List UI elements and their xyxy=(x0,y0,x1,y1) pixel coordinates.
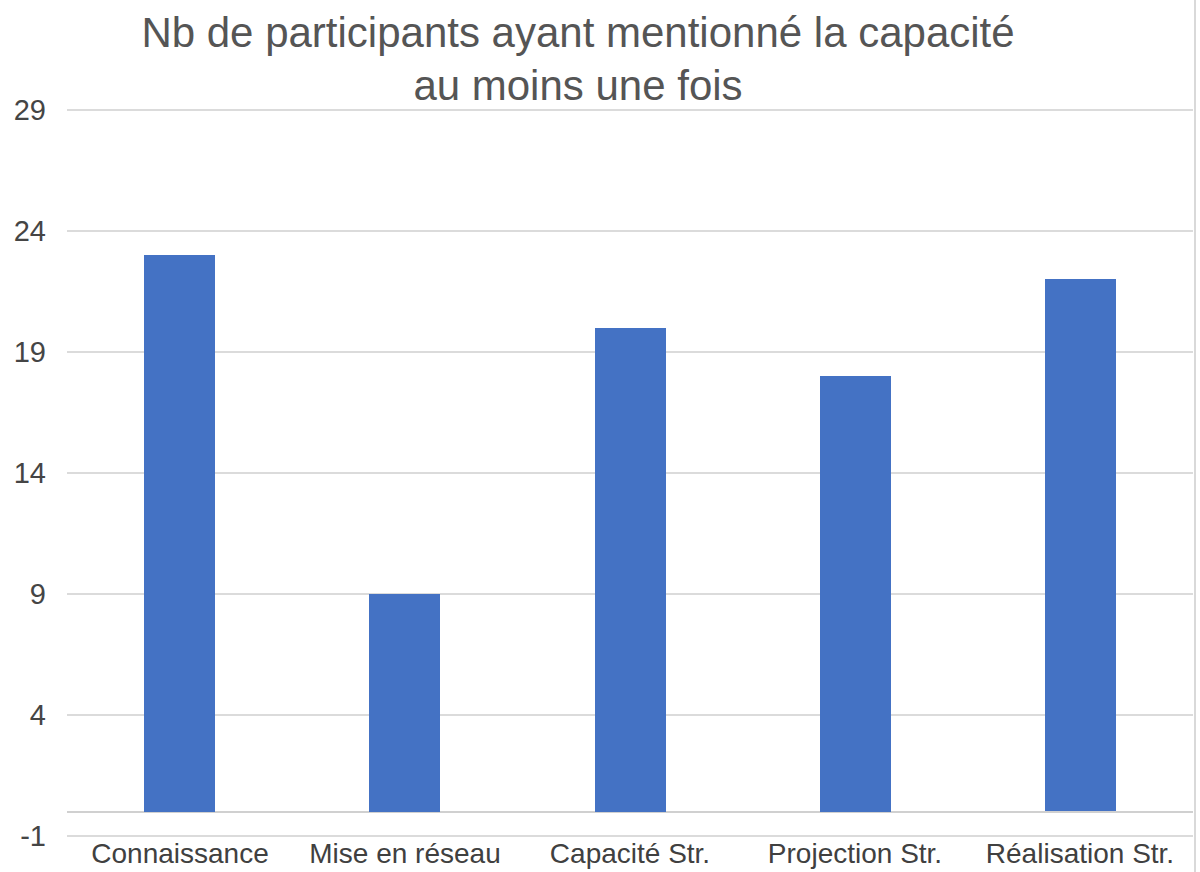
y-axis-tick-label: 4 xyxy=(0,701,46,730)
gridline-y-29 xyxy=(67,109,1193,111)
category-label-realisation-str: Réalisation Str. xyxy=(930,839,1200,869)
gridline-y-24 xyxy=(67,230,1193,232)
y-axis-tick-label: 29 xyxy=(0,96,46,125)
bar-capacite-str xyxy=(595,328,666,812)
gridline-y--1 xyxy=(67,835,1193,837)
chart-right-border xyxy=(1194,0,1196,872)
bar-connaissance xyxy=(144,255,215,812)
y-axis-tick-label: 14 xyxy=(0,459,46,488)
y-axis-tick-label: 9 xyxy=(0,580,46,609)
chart-title: Nb de participants ayant mentionné la ca… xyxy=(0,6,1156,112)
bar-realisation-str xyxy=(1045,279,1116,811)
bar-projection-str xyxy=(820,376,891,812)
y-axis-tick-label: 19 xyxy=(0,338,46,367)
chart-title-line-2: au moins une fois xyxy=(0,59,1156,112)
bar-mise-en-reseau xyxy=(369,594,440,812)
chart-title-line-1: Nb de participants ayant mentionné la ca… xyxy=(0,6,1156,59)
bar-chart: Nb de participants ayant mentionné la ca… xyxy=(0,0,1200,872)
y-axis-tick-label: 24 xyxy=(0,217,46,246)
